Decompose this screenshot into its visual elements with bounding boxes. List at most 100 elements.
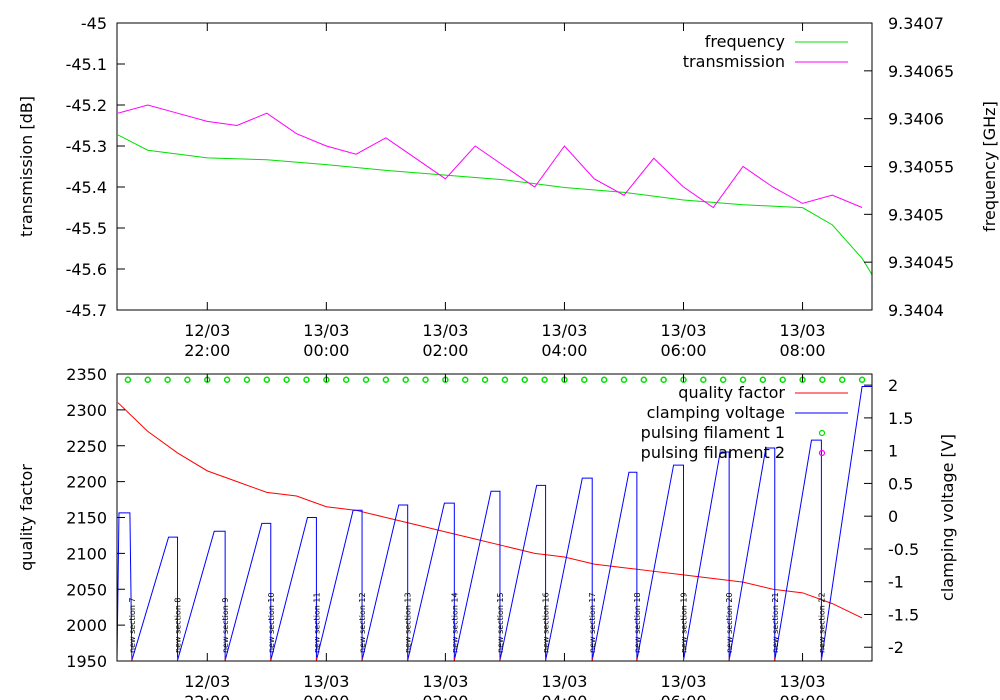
series-line [117, 134, 872, 275]
y-tick-label: -45.7 [66, 301, 107, 320]
legend-label: pulsing filament 1 [641, 423, 785, 442]
point [700, 376, 707, 383]
annotation: new section 15 [496, 592, 505, 653]
y-axis-label: quality factor [17, 464, 36, 571]
point [362, 376, 370, 383]
legend-label: pulsing filament 2 [641, 443, 785, 462]
plot-area [117, 376, 872, 661]
annotation: new section 10 [267, 592, 276, 653]
annotation: new section 21 [771, 592, 780, 653]
plot-area [117, 104, 872, 275]
point [660, 376, 667, 383]
point [620, 376, 628, 383]
point [283, 376, 290, 383]
y-tick-label: -45.4 [66, 178, 107, 197]
point [303, 376, 310, 383]
annotation: new section 19 [679, 592, 688, 653]
point [481, 376, 489, 383]
point [164, 376, 171, 383]
y2-axis-label: frequency [GHz] [980, 101, 999, 232]
point [124, 376, 132, 383]
y-tick-label: 2350 [66, 365, 107, 384]
y2-tick-label: 2 [888, 376, 898, 395]
series-line [117, 385, 872, 661]
annotation: new section 13 [404, 592, 413, 653]
point [581, 376, 588, 383]
y-tick-label: 2050 [66, 580, 107, 599]
point [858, 376, 866, 383]
legend-marker [818, 449, 826, 457]
point [838, 376, 846, 383]
point [779, 376, 786, 383]
y-tick-label: 1950 [66, 652, 107, 671]
y2-tick-label: -2 [888, 638, 904, 657]
legend-label: transmission [683, 52, 785, 71]
y-tick-label: 2250 [66, 437, 107, 456]
legend-label: clamping voltage [647, 403, 785, 422]
legend-label: frequency [705, 32, 785, 51]
point [759, 376, 767, 383]
point [422, 376, 429, 383]
y2-tick-label: 1 [888, 442, 898, 461]
legend-label: quality factor [678, 383, 785, 402]
annotation: new section 8 [174, 597, 183, 653]
y2-tick-label: 9.34065 [888, 62, 954, 81]
series-line [117, 104, 863, 209]
y-tick-label: -45.3 [66, 137, 107, 156]
y-tick-label: -45.6 [66, 260, 107, 279]
point [402, 376, 409, 383]
y2-tick-label: 9.34045 [888, 253, 954, 272]
point [501, 376, 509, 383]
point [819, 376, 826, 383]
y2-tick-label: 0.5 [888, 474, 913, 493]
annotation: new section 11 [312, 592, 321, 653]
annotation: new section 12 [358, 592, 367, 653]
annotation: new section 17 [588, 592, 597, 653]
y2-tick-label: 9.3404 [888, 301, 944, 320]
y2-tick-label: 9.34055 [888, 158, 954, 177]
y2-tick-label: 9.3405 [888, 205, 944, 224]
point [719, 376, 727, 383]
annotation: new section 22 [817, 592, 826, 653]
annotation: new section 9 [221, 597, 230, 653]
point [521, 376, 529, 383]
annotation: new section 7 [128, 597, 137, 653]
y-tick-label: -45.5 [66, 219, 107, 238]
y-tick-label: -45.2 [66, 96, 107, 115]
y2-axis-label: clamping voltage [V] [938, 434, 957, 601]
plot-border [116, 22, 873, 311]
series-line [117, 402, 863, 619]
point [739, 376, 747, 383]
point [243, 376, 251, 383]
annotation: new section 18 [633, 592, 642, 653]
point [342, 376, 350, 383]
y-tick-label: 2100 [66, 544, 107, 563]
point [640, 376, 648, 383]
point [223, 376, 231, 383]
point [184, 376, 191, 383]
annotation: new section 16 [542, 592, 551, 653]
y-tick-label: 2150 [66, 509, 107, 528]
point [461, 376, 469, 383]
y2-tick-label: 9.3407 [888, 14, 944, 33]
y2-tick-label: 1.5 [888, 409, 913, 428]
annotation: new section 14 [450, 592, 459, 653]
point [144, 376, 152, 383]
y2-tick-label: 9.3406 [888, 110, 944, 129]
legend-marker [818, 429, 826, 437]
y2-tick-label: -1.5 [888, 605, 919, 624]
plot-border [116, 373, 873, 662]
